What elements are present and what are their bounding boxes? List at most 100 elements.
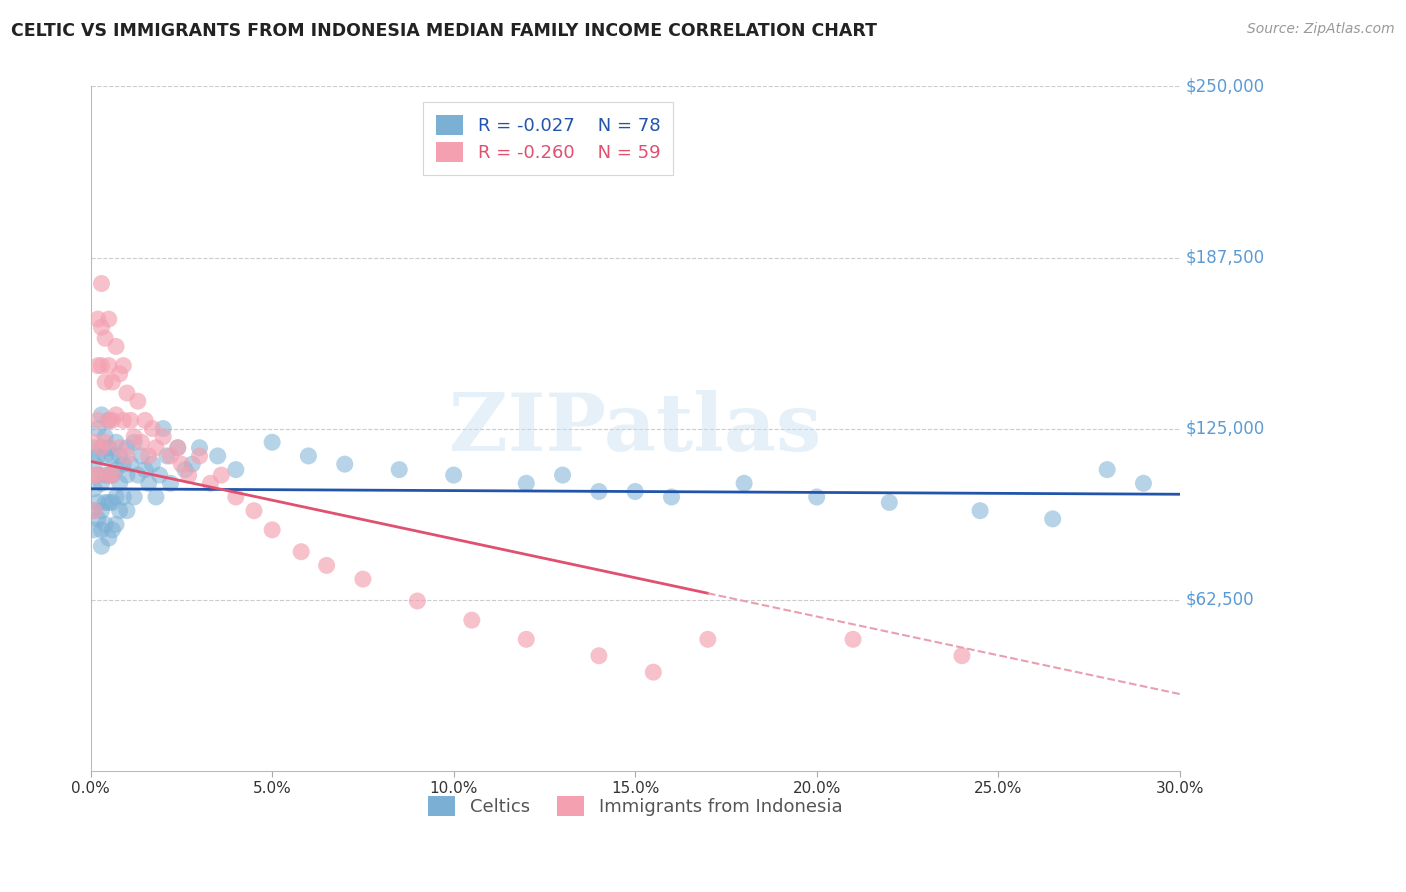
Point <box>115 441 138 455</box>
Point <box>1042 512 1064 526</box>
Point <box>181 457 204 471</box>
Point <box>262 523 284 537</box>
Point <box>152 430 174 444</box>
Point <box>225 490 247 504</box>
Text: Source: ZipAtlas.com: Source: ZipAtlas.com <box>1247 22 1395 37</box>
Point <box>159 449 181 463</box>
Point <box>115 468 138 483</box>
Point <box>141 457 163 471</box>
Point <box>127 468 149 483</box>
Point <box>134 413 156 427</box>
Point <box>156 449 179 463</box>
Point <box>87 359 110 373</box>
Point <box>97 531 120 545</box>
Point <box>661 490 683 504</box>
Point <box>297 449 319 463</box>
Point <box>101 449 124 463</box>
Point <box>97 312 120 326</box>
Point <box>87 413 110 427</box>
Point <box>90 359 112 373</box>
Point <box>90 320 112 334</box>
Point <box>87 312 110 326</box>
Point <box>643 665 665 680</box>
Point <box>105 490 128 504</box>
Point <box>90 504 112 518</box>
Point <box>515 476 537 491</box>
Point <box>207 449 229 463</box>
Point <box>115 504 138 518</box>
Point <box>115 449 138 463</box>
Text: CELTIC VS IMMIGRANTS FROM INDONESIA MEDIAN FAMILY INCOME CORRELATION CHART: CELTIC VS IMMIGRANTS FROM INDONESIA MEDI… <box>11 22 877 40</box>
Point <box>879 495 901 509</box>
Point <box>122 430 145 444</box>
Point <box>90 441 112 455</box>
Point <box>131 435 153 450</box>
Legend: Celtics, Immigrants from Indonesia: Celtics, Immigrants from Indonesia <box>420 789 849 823</box>
Point <box>842 632 865 647</box>
Point <box>120 413 142 427</box>
Point <box>177 468 200 483</box>
Point <box>83 468 105 483</box>
Point <box>624 484 647 499</box>
Point <box>333 457 356 471</box>
Point <box>83 523 105 537</box>
Point <box>588 648 610 663</box>
Point <box>87 512 110 526</box>
Text: $187,500: $187,500 <box>1185 249 1264 267</box>
Point <box>131 449 153 463</box>
Point <box>134 462 156 476</box>
Point <box>515 632 537 647</box>
Point <box>87 468 110 483</box>
Point <box>120 457 142 471</box>
Point <box>806 490 828 504</box>
Point <box>101 468 124 483</box>
Text: $250,000: $250,000 <box>1185 78 1264 95</box>
Point <box>115 386 138 401</box>
Point <box>97 413 120 427</box>
Point <box>108 476 131 491</box>
Point <box>97 359 120 373</box>
Point <box>315 558 337 573</box>
Point <box>209 468 232 483</box>
Point <box>551 468 574 483</box>
Point <box>127 394 149 409</box>
Point <box>112 490 135 504</box>
Point <box>105 435 128 450</box>
Point <box>170 457 193 471</box>
Point <box>733 476 755 491</box>
Point <box>262 435 284 450</box>
Point <box>101 495 124 509</box>
Point <box>588 484 610 499</box>
Text: $62,500: $62,500 <box>1185 591 1254 608</box>
Point <box>138 476 160 491</box>
Point <box>108 504 131 518</box>
Point <box>108 367 131 381</box>
Point <box>97 413 120 427</box>
Point <box>101 413 124 427</box>
Point <box>105 462 128 476</box>
Point <box>90 277 112 291</box>
Point <box>406 594 429 608</box>
Point <box>94 517 117 532</box>
Point <box>388 462 411 476</box>
Point <box>108 441 131 455</box>
Point <box>145 441 167 455</box>
Point <box>159 476 181 491</box>
Point <box>105 408 128 422</box>
Point <box>112 413 135 427</box>
Point <box>174 462 197 476</box>
Point <box>90 441 112 455</box>
Point <box>108 449 131 463</box>
Point <box>83 441 105 455</box>
Point <box>461 613 484 627</box>
Point <box>83 504 105 518</box>
Point <box>87 421 110 435</box>
Point <box>696 632 718 647</box>
Point <box>97 468 120 483</box>
Point <box>87 468 110 483</box>
Point <box>112 359 135 373</box>
Point <box>225 462 247 476</box>
Point <box>443 468 465 483</box>
Point <box>94 449 117 463</box>
Point <box>112 457 135 471</box>
